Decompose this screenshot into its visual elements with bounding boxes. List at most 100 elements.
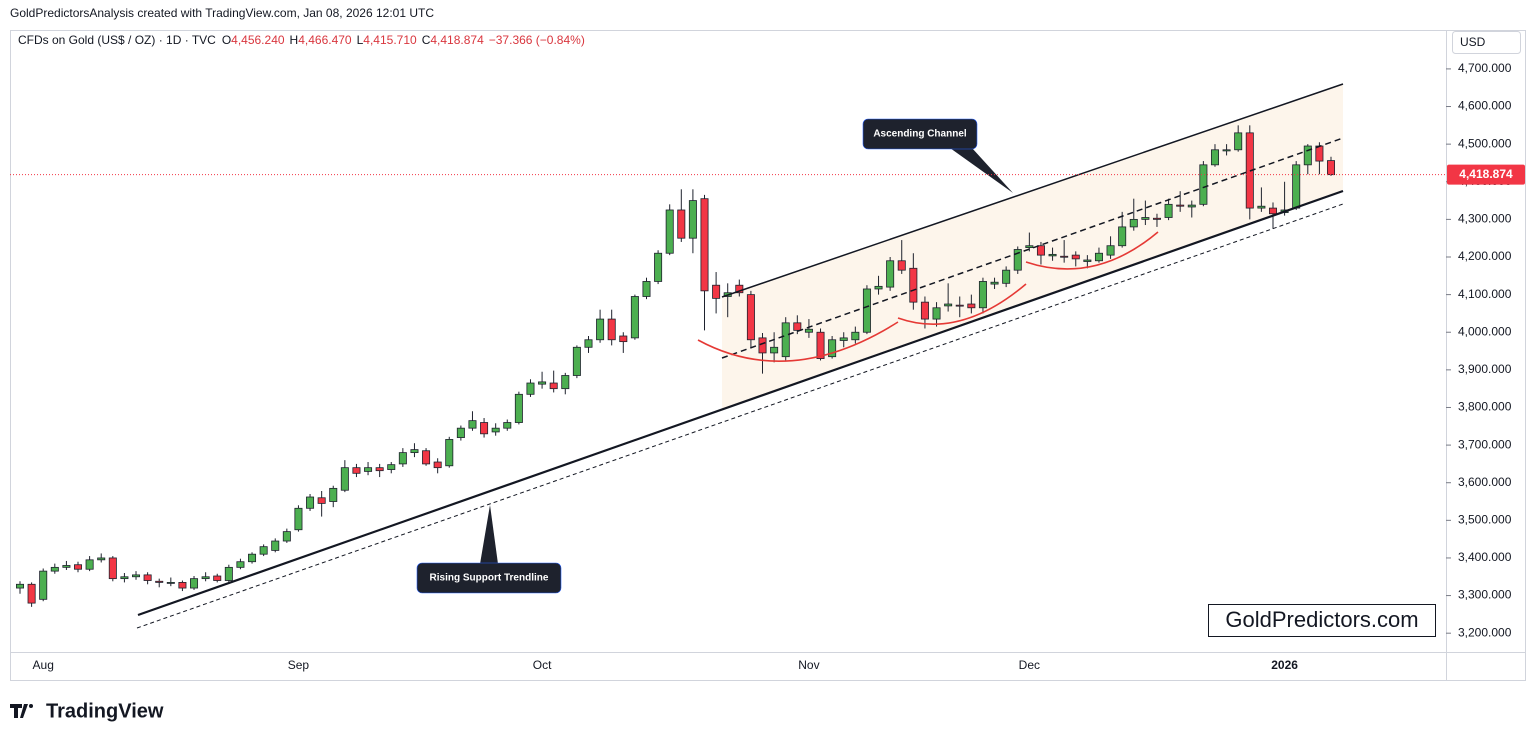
candle-body	[259, 546, 268, 555]
y-tick-label: 3,300.000	[1458, 588, 1512, 602]
candle-body	[990, 281, 999, 285]
candle-body	[445, 439, 454, 467]
candle-body	[1303, 145, 1312, 166]
candle-body	[1315, 145, 1324, 162]
candle-body	[16, 583, 24, 589]
y-tick-label: 3,700.000	[1458, 437, 1512, 451]
candle-body	[74, 564, 83, 570]
candle-body	[1222, 149, 1231, 152]
candle-body	[178, 582, 187, 589]
candle-body	[1025, 245, 1034, 248]
x-tick-label: Nov	[798, 658, 819, 672]
candle-body	[375, 467, 384, 472]
candle-body	[224, 566, 233, 581]
price-tag-label: 4,418.874	[1459, 167, 1513, 181]
candle-body	[503, 422, 512, 429]
candle-body	[120, 576, 129, 580]
y-tick-label: 3,500.000	[1458, 513, 1512, 527]
price-tag	[1447, 164, 1525, 185]
chart-frame	[10, 30, 1526, 681]
candle-body	[166, 582, 175, 584]
candle-body	[688, 200, 697, 239]
candle-body	[491, 427, 500, 433]
candle-body	[828, 339, 837, 358]
rounding-arc	[897, 283, 1027, 325]
y-tick-label: 3,800.000	[1458, 400, 1512, 414]
candle-body	[480, 422, 489, 435]
candle-body	[1094, 252, 1103, 262]
candle-body	[932, 307, 941, 320]
y-tick-label: 4,100.000	[1458, 287, 1512, 301]
candle-body	[1268, 207, 1277, 215]
candle-body	[712, 284, 721, 299]
candle-body	[665, 209, 674, 254]
watermark-box	[1208, 604, 1436, 637]
x-tick-label: Aug	[33, 658, 54, 672]
candle-body	[1141, 217, 1150, 220]
annotation: Ascending Channel	[873, 129, 967, 140]
candle-body	[410, 449, 419, 454]
candle-body	[909, 267, 918, 303]
support-trendline	[137, 189, 1344, 617]
candle-body	[132, 574, 141, 578]
candle-body	[793, 322, 802, 331]
candle-body	[816, 331, 825, 359]
candle-body	[108, 557, 117, 580]
y-tick-label: 4,300.000	[1458, 212, 1512, 226]
candle-body	[282, 531, 291, 542]
candle-body	[329, 487, 338, 502]
candle-body	[1164, 203, 1173, 218]
candle-body	[839, 337, 848, 341]
candle-body	[770, 346, 779, 354]
candle-body	[735, 284, 744, 294]
candle-body	[607, 318, 616, 341]
candle-body	[630, 296, 639, 339]
brand: TradingView	[46, 700, 164, 722]
candle-body	[39, 570, 48, 600]
field-key: C	[422, 33, 431, 47]
candle-body	[781, 322, 790, 358]
field-value: 4,415.710	[363, 33, 417, 47]
legend-line: CFDs on Gold (US$ / OZ) · 1D · TVC O4,456…	[18, 33, 585, 47]
callout-box	[416, 562, 562, 594]
candle-body	[27, 583, 36, 604]
y-tick-label: 4,700.000	[1458, 61, 1512, 75]
candle-body	[1199, 164, 1208, 205]
candle-body	[526, 382, 535, 395]
candle-body	[746, 294, 755, 341]
y-tick-label: 4,200.000	[1458, 249, 1512, 263]
candle-body	[433, 461, 442, 469]
candle-body	[967, 303, 976, 309]
currency: USD	[1460, 35, 1486, 49]
callout-box	[862, 118, 978, 150]
candle-body	[50, 566, 59, 572]
candle-body	[306, 496, 315, 509]
x-tick-label: Dec	[1019, 658, 1040, 672]
rounding-arc	[697, 321, 899, 362]
support-trendline-lower	[136, 203, 1344, 629]
candle-body	[248, 553, 257, 563]
candle-body	[201, 576, 210, 580]
candle-body	[886, 260, 895, 288]
candle-body	[1071, 254, 1080, 260]
candle-body	[851, 331, 860, 341]
currency-box	[1452, 31, 1521, 54]
candle-body	[1176, 204, 1185, 207]
change: −37.366 (−0.84%)	[489, 33, 585, 47]
rounding-arc	[1025, 231, 1159, 270]
candle-body	[619, 335, 628, 343]
field-value: 4,418.874	[430, 33, 484, 47]
y-tick-label: 4,000.000	[1458, 324, 1512, 338]
y-tick-label: 4,500.000	[1458, 136, 1512, 150]
candle-body	[549, 382, 558, 390]
candle-body	[155, 580, 164, 583]
candle-body	[804, 328, 813, 333]
candle-body	[1083, 259, 1092, 262]
candle-body	[1106, 245, 1115, 256]
candle-body	[1013, 249, 1022, 271]
candle-body	[317, 497, 326, 504]
annotation: Rising Support Trendline	[430, 573, 549, 584]
channel-upper-line	[721, 83, 1344, 298]
candle-body	[398, 452, 407, 465]
